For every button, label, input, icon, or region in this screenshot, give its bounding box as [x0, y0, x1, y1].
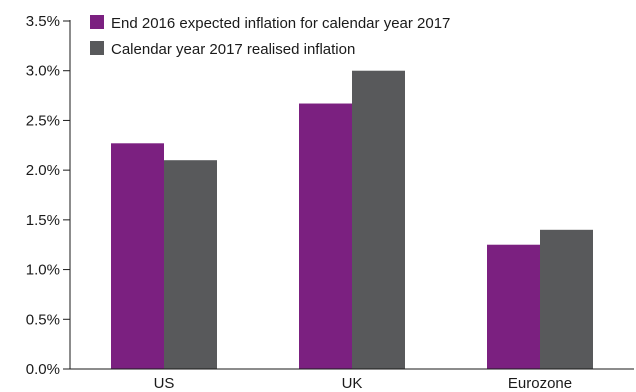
- y-tick-label: 1.5%: [26, 212, 60, 229]
- bar-expected-us: [111, 143, 164, 369]
- legend-swatch: [90, 41, 104, 55]
- y-tick-label: 2.5%: [26, 112, 60, 129]
- legend: End 2016 expected inflation for calendar…: [90, 15, 450, 58]
- legend-swatch: [90, 15, 104, 29]
- bar-realised-uk: [352, 70, 405, 369]
- bar-realised-us: [164, 160, 217, 369]
- y-tick-label: 0.0%: [26, 361, 60, 378]
- y-tick-label: 1.0%: [26, 262, 60, 279]
- bar-expected-uk: [299, 103, 352, 370]
- bar-realised-eurozone: [540, 229, 593, 369]
- legend-label: End 2016 expected inflation for calendar…: [111, 15, 450, 32]
- legend-label: Calendar year 2017 realised inflation: [111, 41, 355, 58]
- x-tick-label: Eurozone: [508, 375, 572, 392]
- bars: [111, 70, 593, 370]
- y-tick-label: 3.0%: [26, 63, 60, 80]
- y-axis: 0.0% 0.5% 1.0% 1.5% 2.0% 2.5% 3.0% 3.5%: [26, 13, 71, 378]
- bar-expected-eurozone: [487, 244, 540, 369]
- x-axis: US UK Eurozone: [70, 368, 634, 392]
- x-tick-label: UK: [342, 375, 363, 392]
- y-tick-label: 3.5%: [26, 13, 60, 30]
- y-tick-label: 2.0%: [26, 162, 60, 179]
- y-tick-label: 0.5%: [26, 311, 60, 328]
- x-tick-label: US: [154, 375, 175, 392]
